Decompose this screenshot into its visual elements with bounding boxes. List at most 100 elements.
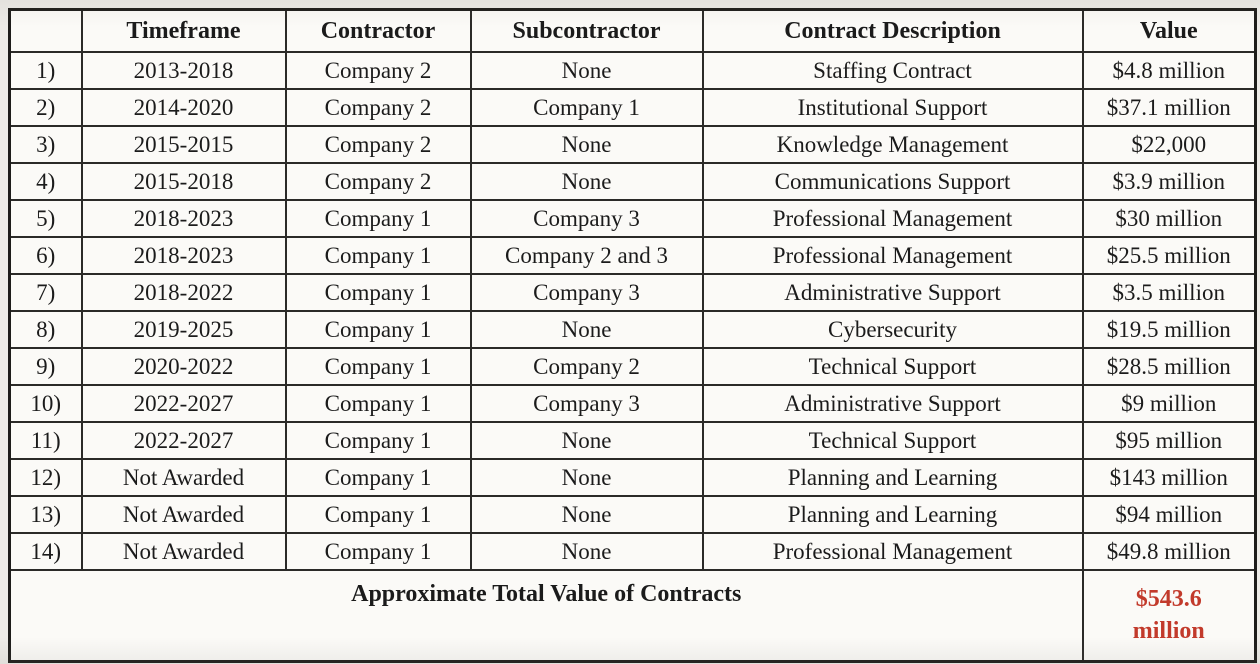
row-number: 7) [8, 273, 83, 312]
table-row: 3) 2015-2015 Company 2 None Knowledge Ma… [8, 125, 1257, 164]
col-header-contractor: Contractor [284, 8, 472, 53]
cell-value: $19.5 million [1081, 310, 1257, 349]
total-label: Approximate Total Value of Contracts [8, 569, 1084, 663]
row-number: 11) [8, 421, 83, 460]
cell-description: Professional Management [701, 532, 1084, 571]
cell-subcontractor: None [469, 162, 704, 201]
table-row: 14) Not Awarded Company 1 None Professio… [8, 532, 1257, 571]
row-number: 9) [8, 347, 83, 386]
cell-timeframe: 2018-2023 [80, 199, 287, 238]
cell-value: $28.5 million [1081, 347, 1257, 386]
cell-subcontractor: Company 3 [469, 384, 704, 423]
cell-subcontractor: None [469, 310, 704, 349]
row-number: 3) [8, 125, 83, 164]
col-header-description: Contract Description [701, 8, 1084, 53]
col-header-subcontractor: Subcontractor [469, 8, 704, 53]
cell-subcontractor: None [469, 421, 704, 460]
cell-value: $94 million [1081, 495, 1257, 534]
row-number: 5) [8, 199, 83, 238]
cell-description: Communications Support [701, 162, 1084, 201]
cell-timeframe: 2019-2025 [80, 310, 287, 349]
cell-value: $4.8 million [1081, 51, 1257, 90]
cell-timeframe: 2014-2020 [80, 88, 287, 127]
cell-timeframe: Not Awarded [80, 458, 287, 497]
table-row: 1) 2013-2018 Company 2 None Staffing Con… [8, 51, 1257, 90]
col-header-index [8, 8, 83, 53]
row-number: 14) [8, 532, 83, 571]
row-number: 1) [8, 51, 83, 90]
cell-subcontractor: None [469, 458, 704, 497]
cell-subcontractor: Company 2 and 3 [469, 236, 704, 275]
cell-subcontractor: None [469, 125, 704, 164]
table-row: 4) 2015-2018 Company 2 None Communicatio… [8, 162, 1257, 201]
cell-contractor: Company 2 [284, 88, 472, 127]
col-header-timeframe: Timeframe [80, 8, 287, 53]
cell-description: Planning and Learning [701, 458, 1084, 497]
cell-subcontractor: None [469, 495, 704, 534]
row-number: 12) [8, 458, 83, 497]
cell-contractor: Company 1 [284, 273, 472, 312]
table-row: 7) 2018-2022 Company 1 Company 3 Adminis… [8, 273, 1257, 312]
total-value-text: $543.6 million [1132, 586, 1205, 644]
cell-contractor: Company 1 [284, 310, 472, 349]
cell-contractor: Company 1 [284, 347, 472, 386]
cell-contractor: Company 1 [284, 384, 472, 423]
cell-description: Staffing Contract [701, 51, 1084, 90]
cell-description: Technical Support [701, 347, 1084, 386]
cell-timeframe: 2018-2023 [80, 236, 287, 275]
cell-value: $3.5 million [1081, 273, 1257, 312]
contracts-table: Timeframe Contractor Subcontractor Contr… [8, 8, 1257, 663]
cell-contractor: Company 1 [284, 458, 472, 497]
cell-contractor: Company 2 [284, 162, 472, 201]
cell-description: Administrative Support [701, 273, 1084, 312]
cell-timeframe: 2020-2022 [80, 347, 287, 386]
cell-timeframe: 2022-2027 [80, 421, 287, 460]
cell-contractor: Company 1 [284, 532, 472, 571]
cell-description: Knowledge Management [701, 125, 1084, 164]
cell-contractor: Company 1 [284, 495, 472, 534]
table-row: 6) 2018-2023 Company 1 Company 2 and 3 P… [8, 236, 1257, 275]
table-row: 10) 2022-2027 Company 1 Company 3 Admini… [8, 384, 1257, 423]
cell-value: $3.9 million [1081, 162, 1257, 201]
cell-value: $143 million [1081, 458, 1257, 497]
table-header-row: Timeframe Contractor Subcontractor Contr… [8, 8, 1257, 53]
cell-timeframe: Not Awarded [80, 532, 287, 571]
cell-value: $9 million [1081, 384, 1257, 423]
total-row: Approximate Total Value of Contracts $54… [8, 569, 1257, 663]
row-number: 8) [8, 310, 83, 349]
cell-description: Institutional Support [701, 88, 1084, 127]
table-row: 2) 2014-2020 Company 2 Company 1 Institu… [8, 88, 1257, 127]
cell-timeframe: Not Awarded [80, 495, 287, 534]
cell-timeframe: 2018-2022 [80, 273, 287, 312]
table-row: 13) Not Awarded Company 1 None Planning … [8, 495, 1257, 534]
table-row: 5) 2018-2023 Company 1 Company 3 Profess… [8, 199, 1257, 238]
cell-value: $49.8 million [1081, 532, 1257, 571]
cell-contractor: Company 1 [284, 421, 472, 460]
cell-subcontractor: Company 3 [469, 273, 704, 312]
cell-contractor: Company 2 [284, 125, 472, 164]
cell-subcontractor: None [469, 51, 704, 90]
cell-contractor: Company 1 [284, 236, 472, 275]
cell-description: Administrative Support [701, 384, 1084, 423]
cell-contractor: Company 2 [284, 51, 472, 90]
table-row: 8) 2019-2025 Company 1 None Cybersecurit… [8, 310, 1257, 349]
row-number: 4) [8, 162, 83, 201]
cell-subcontractor: None [469, 532, 704, 571]
cell-contractor: Company 1 [284, 199, 472, 238]
cell-description: Technical Support [701, 421, 1084, 460]
cell-value: $25.5 million [1081, 236, 1257, 275]
table-row: 12) Not Awarded Company 1 None Planning … [8, 458, 1257, 497]
row-number: 13) [8, 495, 83, 534]
cell-description: Planning and Learning [701, 495, 1084, 534]
cell-timeframe: 2015-2018 [80, 162, 287, 201]
cell-description: Professional Management [701, 236, 1084, 275]
col-header-value: Value [1081, 8, 1257, 53]
table-row: 11) 2022-2027 Company 1 None Technical S… [8, 421, 1257, 460]
table-row: 9) 2020-2022 Company 1 Company 2 Technic… [8, 347, 1257, 386]
row-number: 10) [8, 384, 83, 423]
cell-description: Cybersecurity [701, 310, 1084, 349]
cell-timeframe: 2022-2027 [80, 384, 287, 423]
cell-value: $22,000 [1081, 125, 1257, 164]
cell-subcontractor: Company 1 [469, 88, 704, 127]
